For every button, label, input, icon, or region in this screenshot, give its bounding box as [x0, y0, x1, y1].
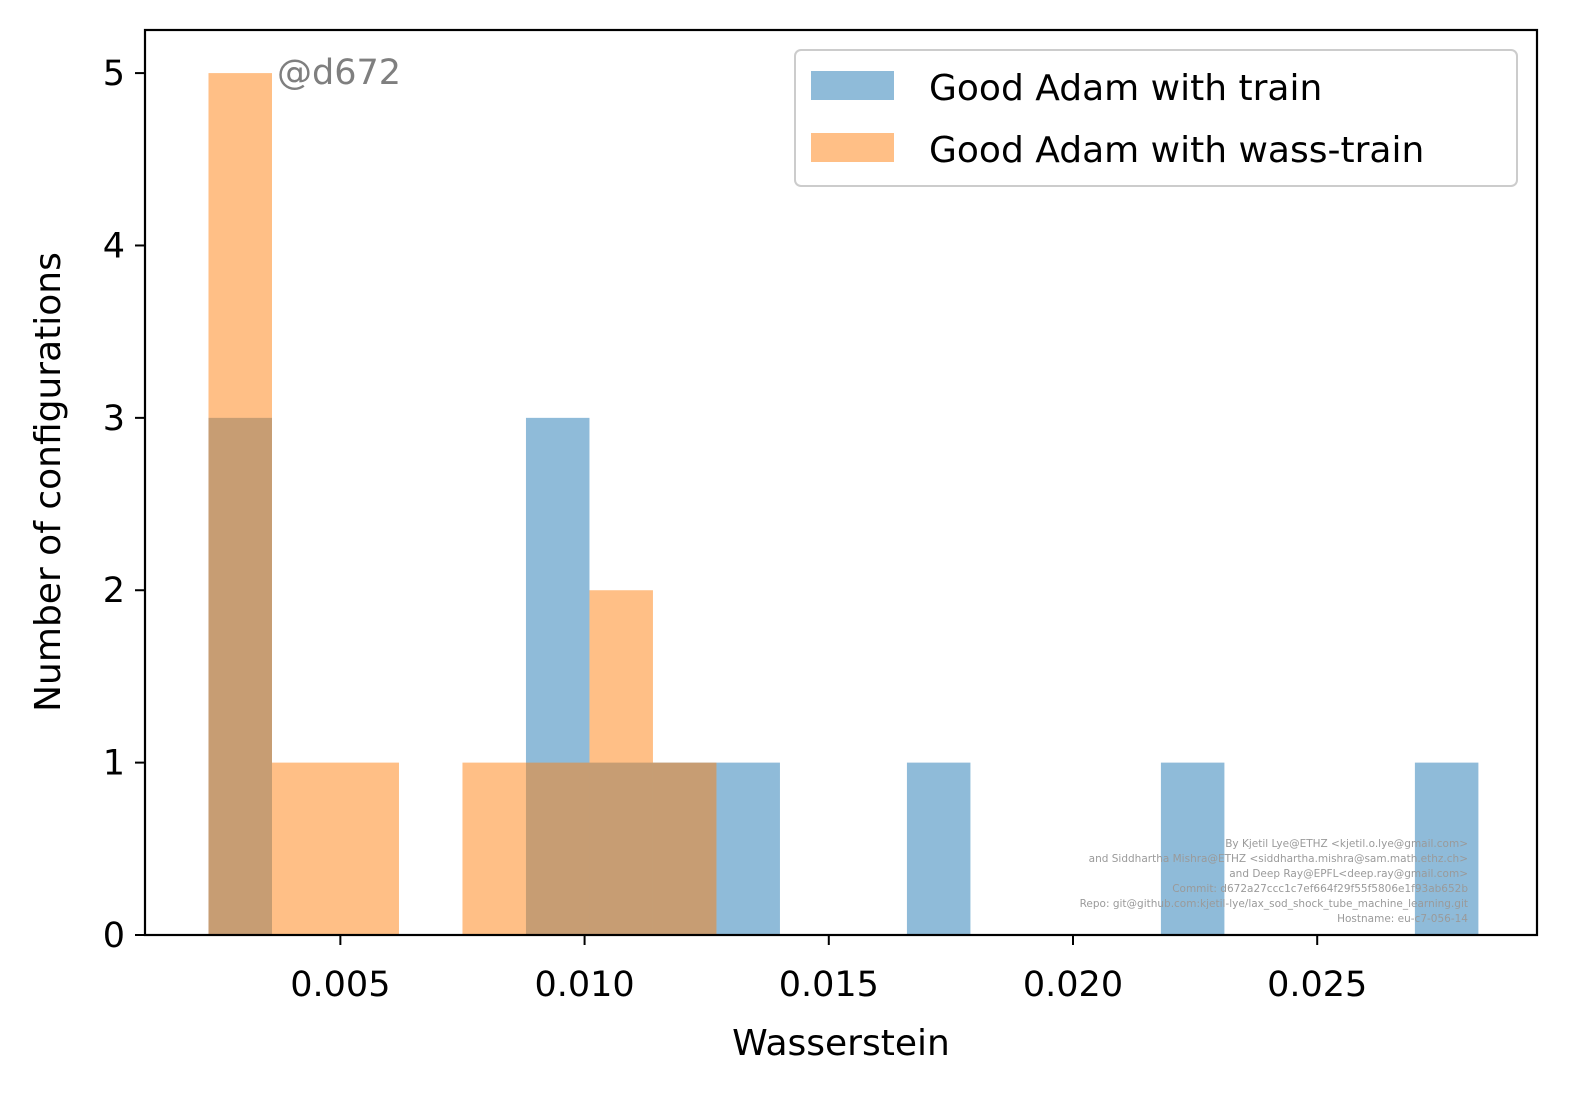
x-tick-label: 0.005 — [290, 965, 390, 1005]
bar-series1-bin2 — [335, 762, 399, 935]
credit-line-6: Hostname: eu-c7-056-14 — [1337, 913, 1468, 925]
bar-series0-bin5 — [906, 762, 971, 935]
bar-series0-bin4 — [716, 762, 780, 935]
bar-series1-bin5 — [589, 590, 653, 935]
legend-swatch-train — [811, 71, 894, 100]
bar-series0-bin7 — [1414, 762, 1479, 935]
legend-swatch-wass-train — [811, 133, 894, 162]
y-axis-label: Number of configurations — [28, 252, 69, 712]
bar-series1-bin3 — [462, 762, 526, 935]
commit-tag: @d672 — [277, 53, 401, 93]
bar-series1-bin4 — [525, 762, 590, 935]
x-axis-ticks: 0.005 0.010 0.015 0.020 0.025 — [290, 935, 1367, 1005]
y-tick-label: 2 — [103, 571, 125, 611]
x-tick-label: 0.015 — [779, 965, 879, 1005]
legend-label-train: Good Adam with train — [929, 68, 1322, 109]
y-tick-label: 5 — [103, 54, 125, 94]
legend-box — [794, 49, 1518, 187]
y-tick-label: 4 — [103, 226, 125, 266]
bar-series1-bin6 — [652, 762, 717, 935]
credit-line-5: Repo: git@github.com:kjetil-lye/lax_sod_… — [1080, 898, 1468, 910]
x-tick-label: 0.020 — [1023, 965, 1123, 1005]
legend-label-wass-train: Good Adam with wass-train — [929, 130, 1424, 171]
x-tick-label: 0.010 — [534, 965, 634, 1005]
credit-line-3: and Deep Ray@EPFL<deep.ray@gmail.com> — [1229, 868, 1468, 880]
bars-layer — [208, 73, 1479, 936]
credit-line-1: By Kjetil Lye@ETHZ <kjetil.o.lye@gmail.c… — [1225, 838, 1468, 850]
credit-line-2: and Siddhartha Mishra@ETHZ <siddhartha.m… — [1089, 853, 1468, 865]
y-axis-ticks: 0 1 2 3 4 5 — [103, 54, 145, 956]
x-tick-label: 0.025 — [1267, 965, 1367, 1005]
y-tick-label: 1 — [103, 744, 125, 784]
bar-series0-bin6 — [1160, 762, 1225, 935]
credits-block: By Kjetil Lye@ETHZ <kjetil.o.lye@gmail.c… — [1080, 838, 1469, 925]
y-tick-label: 3 — [103, 399, 125, 439]
y-tick-label: 0 — [103, 916, 125, 956]
bar-series1-bin1 — [271, 762, 336, 935]
plot-frame — [143, 28, 1539, 937]
credit-line-4: Commit: d672a27ccc1c7ef664f29f55f5806e1f… — [1172, 883, 1468, 895]
x-axis-label: Wasserstein — [732, 1023, 950, 1064]
legend: Good Adam with train Good Adam with wass… — [794, 49, 1518, 187]
bar-series1-bin0 — [208, 73, 272, 936]
